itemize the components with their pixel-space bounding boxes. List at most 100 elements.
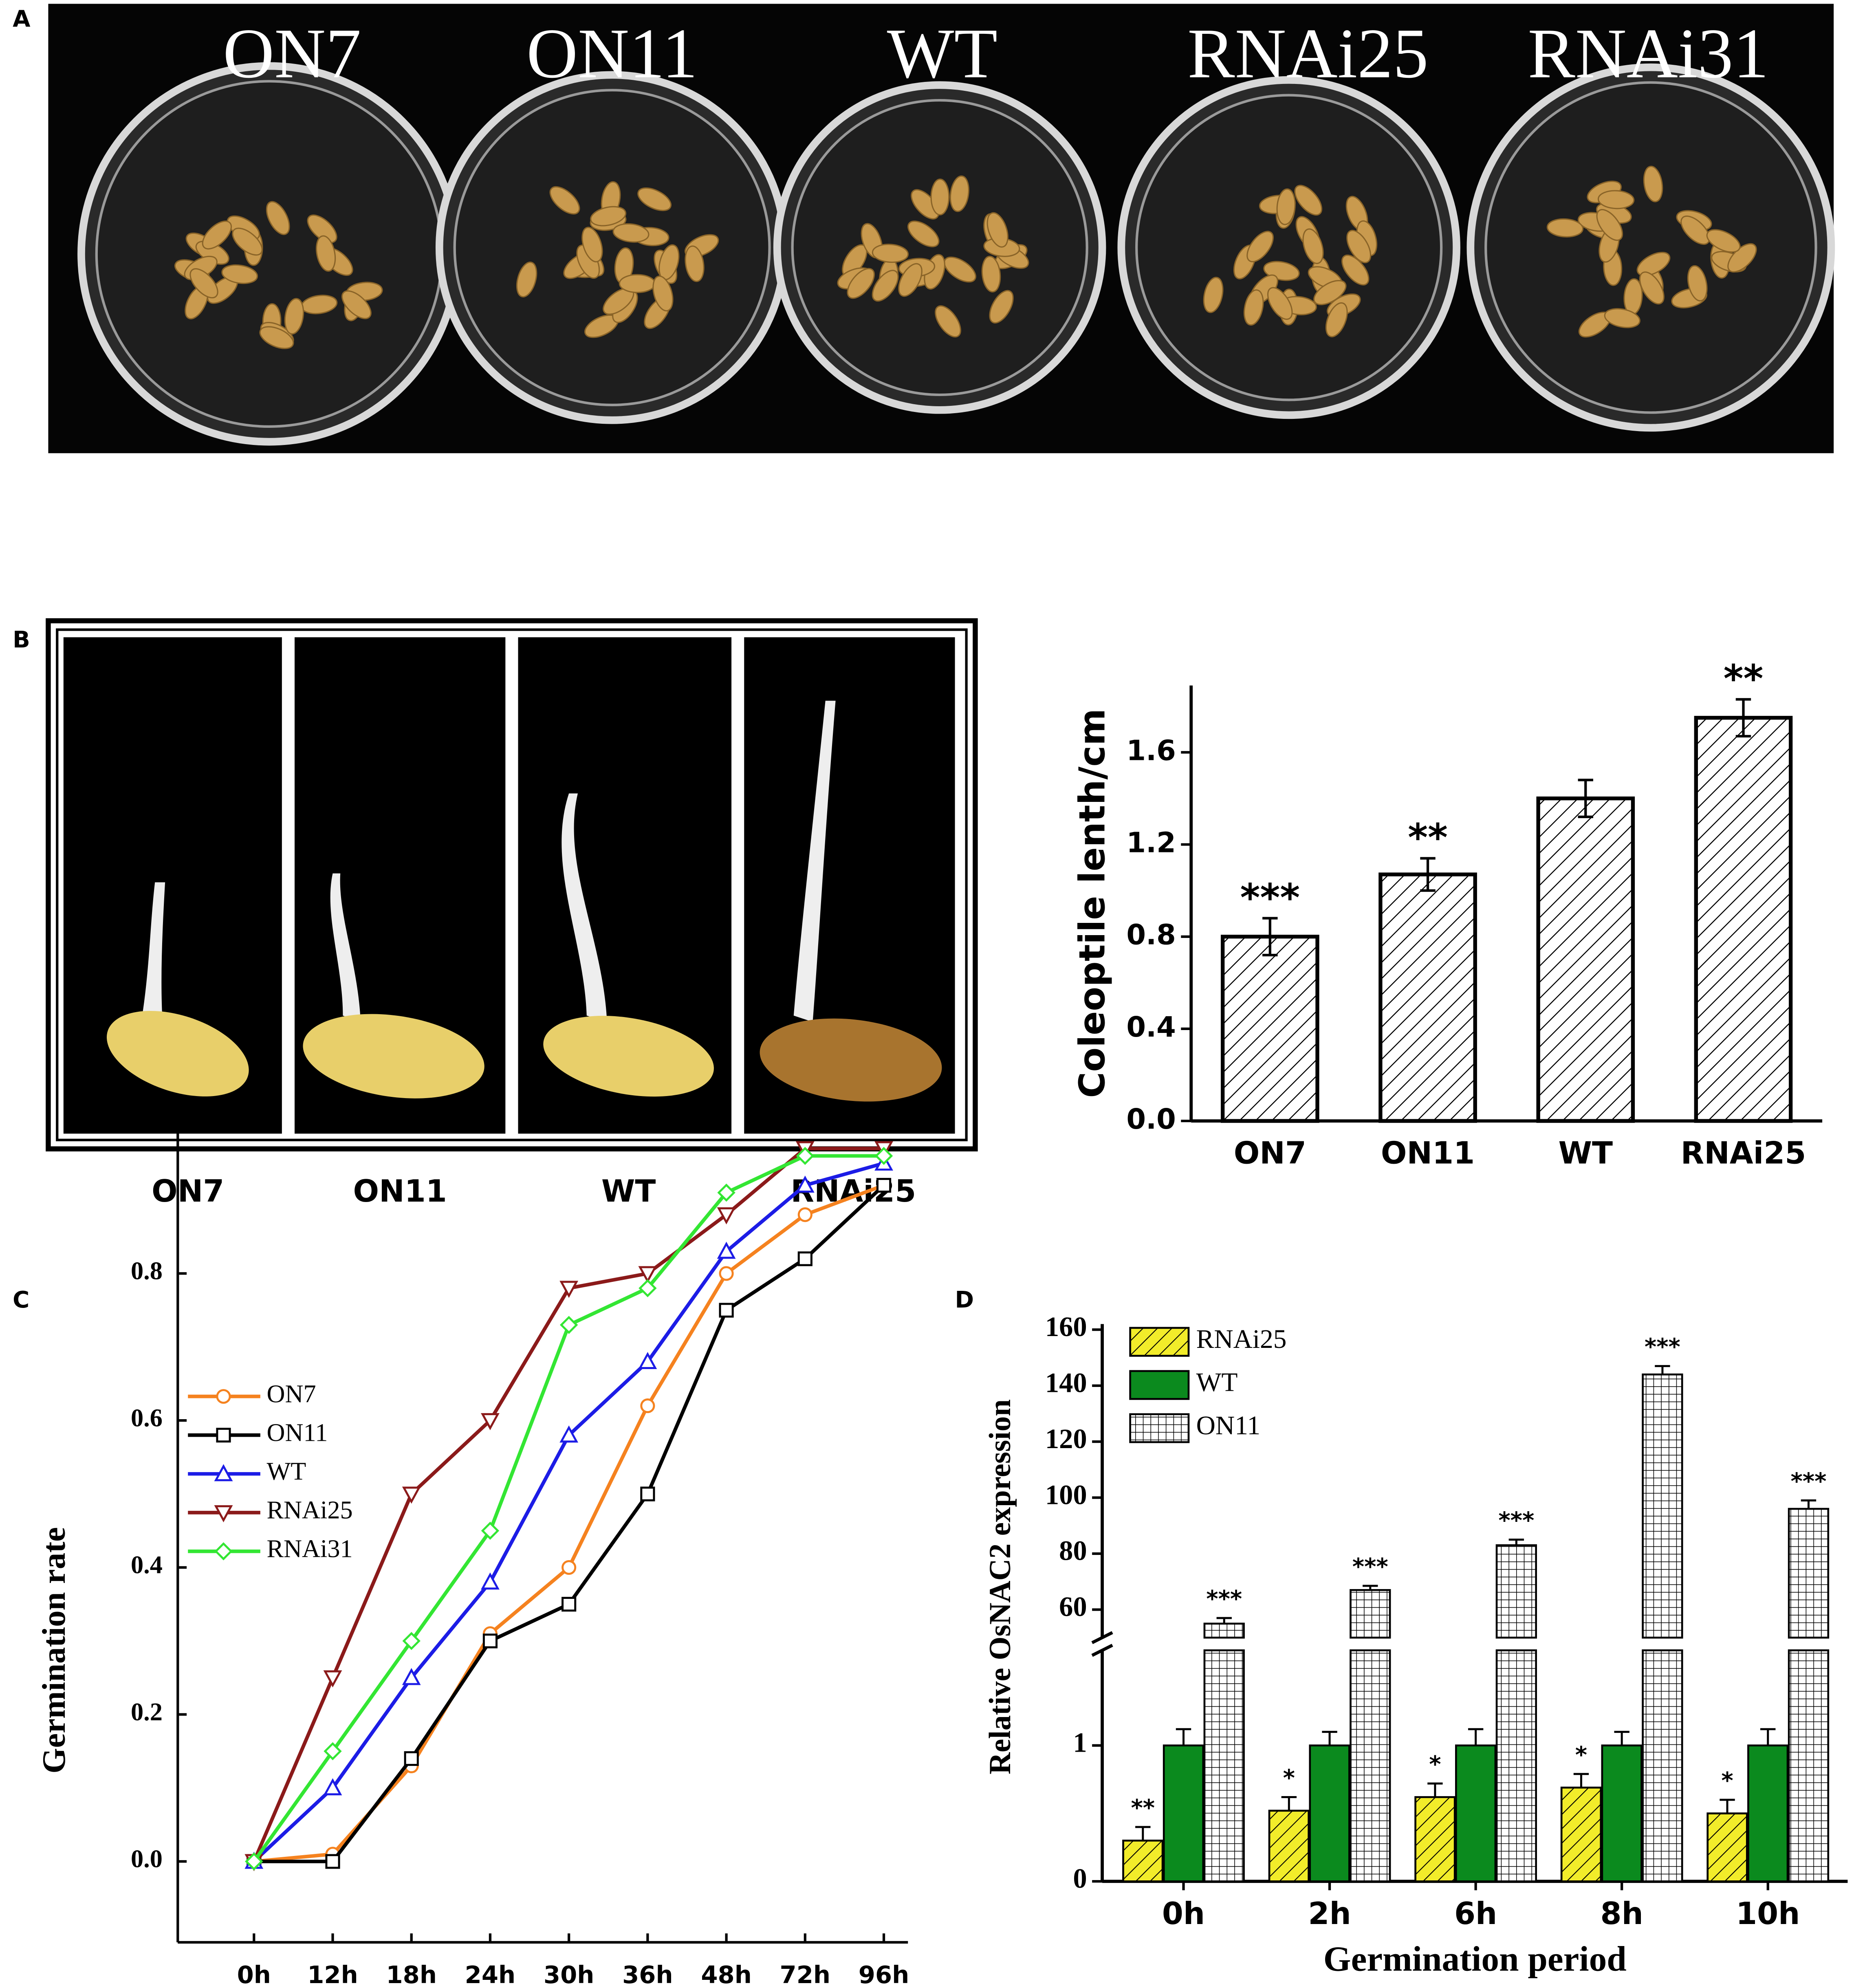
- marker: [482, 1634, 498, 1649]
- bar: [1203, 1649, 1245, 1882]
- seed: [189, 268, 218, 299]
- y-axis-label: Coleoptile lenth/cm: [1071, 709, 1113, 1098]
- seed: [949, 175, 969, 212]
- error-bar: [1614, 1730, 1629, 1746]
- seed: [516, 261, 537, 297]
- y-tick-label: 80: [1059, 1535, 1087, 1566]
- legend-label: RNAi25: [266, 1496, 352, 1524]
- error-bar: [1363, 1585, 1378, 1590]
- error-bar: [1427, 1782, 1443, 1797]
- x-tick-label: 18h: [386, 1961, 437, 1988]
- error-bar: [1735, 698, 1751, 738]
- marker: [640, 1398, 655, 1413]
- bar: [1747, 1744, 1789, 1882]
- bar: [1122, 1839, 1164, 1882]
- seed: [1276, 188, 1296, 225]
- error-bar: [1176, 1728, 1191, 1746]
- seed: [1203, 277, 1224, 313]
- bar: [1560, 1786, 1602, 1882]
- bar: [1536, 796, 1635, 1123]
- y-tick-label: 1.2: [1126, 827, 1176, 859]
- annotation: ***: [1240, 876, 1300, 920]
- legend-label: WT: [1196, 1368, 1238, 1397]
- bar: [1455, 1744, 1497, 1882]
- marker: [874, 1147, 893, 1165]
- axis-break: [1091, 1631, 1113, 1657]
- annotation: **: [1724, 657, 1764, 701]
- seed: [1313, 280, 1347, 305]
- seed: [847, 268, 875, 299]
- marker: [324, 1742, 342, 1761]
- bar: [1350, 1649, 1391, 1882]
- seed: [1294, 185, 1323, 216]
- x-tick-label: 8h: [1601, 1896, 1643, 1931]
- error-bar: [1468, 1728, 1484, 1746]
- seed: [872, 270, 899, 302]
- annotation: *: [1283, 1765, 1295, 1792]
- seed: [935, 305, 961, 338]
- seed: [652, 275, 674, 312]
- seed: [1604, 308, 1640, 328]
- seed: [930, 178, 950, 216]
- seed: [1706, 229, 1741, 253]
- legend-label: ON7: [266, 1380, 316, 1408]
- legend-marker: [214, 1505, 233, 1523]
- petri-dishes: [77, 62, 1835, 446]
- annotation: ***: [1790, 1468, 1826, 1495]
- y-tick-label: 120: [1045, 1423, 1087, 1454]
- seed: [316, 235, 336, 272]
- photo-label: ON11: [526, 14, 698, 93]
- x-tick-label: 48h: [701, 1961, 752, 1988]
- y-tick-label: 0.8: [1126, 919, 1176, 951]
- marker: [559, 1316, 578, 1334]
- error-bar: [1322, 1730, 1337, 1746]
- panel-label: B: [13, 627, 30, 653]
- y-tick-label: 1: [1073, 1727, 1087, 1758]
- error-bar: [1135, 1826, 1151, 1841]
- x-tick-label: ON11: [1381, 1136, 1475, 1171]
- seed: [232, 227, 263, 256]
- photo-label: ON7: [152, 1173, 224, 1209]
- seed: [1243, 289, 1264, 326]
- legend-swatch: [1129, 1413, 1190, 1443]
- y-tick-label: 0.6: [131, 1404, 163, 1432]
- seed: [685, 245, 705, 282]
- legend-label: RNAi31: [266, 1535, 352, 1563]
- marker: [876, 1178, 892, 1193]
- legend-label: ON11: [266, 1418, 328, 1446]
- bar: [1350, 1589, 1391, 1639]
- annotation: ***: [1498, 1508, 1534, 1534]
- marker: [638, 1352, 657, 1369]
- seed: [581, 227, 603, 262]
- dish-rim: [453, 89, 771, 406]
- marker: [559, 1281, 579, 1298]
- error-bar: [1720, 1799, 1735, 1814]
- error-bar: [1573, 1773, 1589, 1788]
- annotation: ***: [1645, 1334, 1680, 1361]
- bar: [1220, 935, 1319, 1123]
- seed: [1546, 218, 1584, 238]
- marker: [795, 1176, 815, 1193]
- bar: [1378, 872, 1477, 1123]
- legend-label: WT: [266, 1457, 306, 1485]
- bar: [1163, 1744, 1204, 1882]
- bar: [1706, 1812, 1748, 1882]
- seed: [1597, 190, 1635, 209]
- seed: [612, 223, 650, 243]
- x-tick-label: 0h: [237, 1961, 271, 1988]
- error-bar: [1281, 1796, 1297, 1811]
- seed: [1687, 265, 1708, 302]
- seed: [1267, 287, 1293, 320]
- photo-b: [46, 618, 978, 1151]
- x-tick-label: 36h: [622, 1961, 673, 1988]
- y-tick-label: 0.0: [131, 1845, 163, 1873]
- marker: [719, 1266, 734, 1281]
- seed: [341, 290, 372, 319]
- legend-swatch: [1129, 1327, 1190, 1357]
- bar: [1268, 1810, 1310, 1882]
- seed: [1596, 209, 1623, 241]
- seed: [619, 274, 656, 293]
- x-tick-label: 24h: [465, 1961, 516, 1988]
